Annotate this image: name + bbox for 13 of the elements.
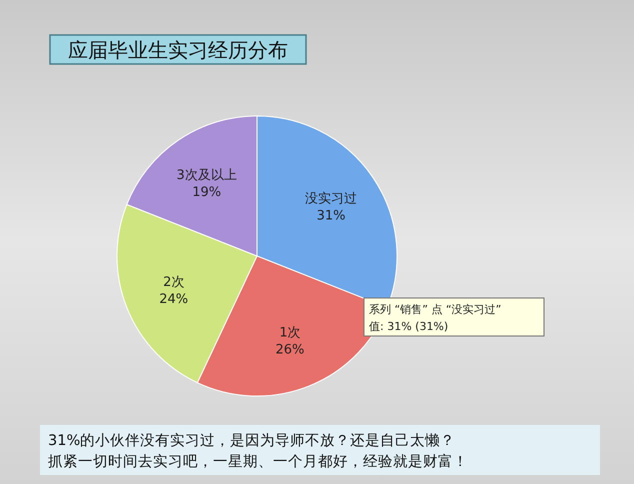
text: 31%的小伙伴没有实习过，是因为导师不放？还是自己太懒？ <box>48 432 456 449</box>
slice-label: 3次及以上 <box>176 168 237 183</box>
text: 系列 “销售” 点 “没实习过” <box>369 303 502 316</box>
slice-label: 没实习过 <box>305 192 358 207</box>
data-label: 31% <box>316 208 346 224</box>
data-label: 26% <box>276 342 304 358</box>
slice-label: 1次 <box>279 325 301 340</box>
slice-label: 2次 <box>163 274 184 290</box>
chart-title: 应届毕业生实习经历分布 <box>68 38 288 62</box>
data-label: 24% <box>159 292 188 307</box>
text: 抓紧一切时间去实习吧，一星期、一个月都好，经验就是财富！ <box>48 453 468 470</box>
text: 值: 31% (31%) <box>369 320 448 333</box>
data-label: 19% <box>192 184 222 200</box>
